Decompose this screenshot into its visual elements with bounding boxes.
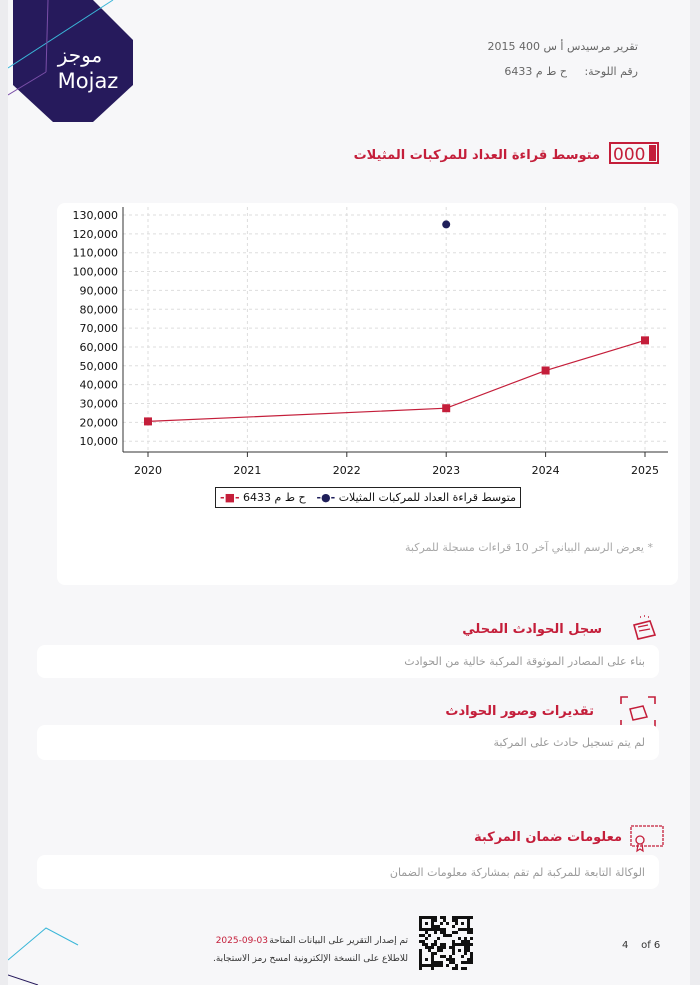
plate-label: رقم اللوحة: xyxy=(584,65,638,78)
chart-note: * يعرض الرسم البياني آخر 10 قراءات مسجلة… xyxy=(405,541,653,554)
mojaz-logo: موجز Mojaz xyxy=(8,0,133,122)
x-tick-label: 2023 xyxy=(432,464,460,477)
section-text-local-accidents: بناء على المصادر الموثوقة المركبة خالية … xyxy=(37,645,659,678)
report-page: موجز Mojaz تقرير مرسيدس أ س 400 2015 رقم… xyxy=(8,0,690,985)
issued-text: تم إصدار التقرير على البيانات المتاحة xyxy=(269,936,408,946)
plate-value: ح ط م 6433 xyxy=(504,65,567,78)
y-tick-label: 10,000 xyxy=(80,435,119,448)
logo-arabic: موجز xyxy=(57,43,102,67)
x-tick-label: 2021 xyxy=(233,464,261,477)
x-tick-label: 2024 xyxy=(532,464,560,477)
y-tick-label: 120,000 xyxy=(73,228,119,241)
corner-decoration xyxy=(8,927,79,985)
plate-number: رقم اللوحة: ح ط م 6433 xyxy=(504,65,638,78)
x-tick-label: 2025 xyxy=(631,464,659,477)
data-point-vehicle xyxy=(144,417,152,426)
y-tick-label: 100,000 xyxy=(73,266,119,279)
car-crash-photo-icon xyxy=(620,696,656,728)
warranty-certificate-icon xyxy=(630,825,664,853)
odometer-icon: 000 xyxy=(609,142,659,164)
page-current: 4 xyxy=(622,940,629,951)
odometer-chart: 10,000 20,000 30,000 40,000 50,000 60,000 70,0… xyxy=(73,207,668,477)
scan-text: للاطلاع على النسخة الإلكترونية امسح رمز … xyxy=(213,954,408,964)
y-tick-label: 90,000 xyxy=(80,284,119,297)
data-point-vehicle xyxy=(641,336,649,345)
logo-latin: Mojaz xyxy=(58,69,119,93)
issued-date: 2025-09-03 xyxy=(215,936,268,946)
y-tick-label: 130,000 xyxy=(73,209,119,222)
section-title-accident-estimates: تقديرات وصور الحوادث xyxy=(445,704,594,719)
y-tick-label: 40,000 xyxy=(80,379,119,392)
y-tick-label: 110,000 xyxy=(73,247,119,260)
svg-text:000: 000 xyxy=(613,145,645,164)
legend-item-vehicle: ح ط م 6433 -■- xyxy=(220,491,306,504)
x-tick-label: 2022 xyxy=(333,464,361,477)
qr-code[interactable] xyxy=(419,916,473,970)
data-point-average xyxy=(442,220,451,229)
chart-card xyxy=(57,203,678,585)
report-title: تقرير مرسيدس أ س 400 2015 xyxy=(487,40,639,53)
data-point-vehicle xyxy=(541,366,550,375)
section-title-local-accidents: سجل الحوادث المحلي xyxy=(462,622,602,637)
y-tick-label: 70,000 xyxy=(80,322,119,335)
y-tick-label: 50,000 xyxy=(80,360,119,373)
car-crash-icon xyxy=(633,615,657,640)
section-title-warranty: معلومات ضمان المركبة xyxy=(473,830,622,845)
y-tick-label: 30,000 xyxy=(80,398,119,411)
chart-legend: متوسط قراءة العداد للمركبات المثيلات -●-… xyxy=(215,487,521,508)
data-point-vehicle xyxy=(442,404,451,413)
section-text-accident-estimates: لم يتم تسجيل حادث على المركبة xyxy=(37,725,659,760)
odometer-title: متوسط قراءة العداد للمركبات المثيلات xyxy=(353,148,600,163)
section-text-warranty: الوكالة التابعة للمركبة لم تقم بمشاركة م… xyxy=(37,855,659,889)
y-tick-label: 60,000 xyxy=(80,341,119,354)
page-indicator: 4 of 6 xyxy=(622,940,660,951)
y-tick-label: 80,000 xyxy=(80,303,119,316)
legend-item-average: متوسط قراءة العداد للمركبات المثيلات -●- xyxy=(316,491,516,504)
series-line-0 xyxy=(147,339,646,423)
y-tick-label: 20,000 xyxy=(80,416,119,429)
x-tick-label: 2020 xyxy=(134,464,162,477)
page-total: of 6 xyxy=(641,940,661,951)
